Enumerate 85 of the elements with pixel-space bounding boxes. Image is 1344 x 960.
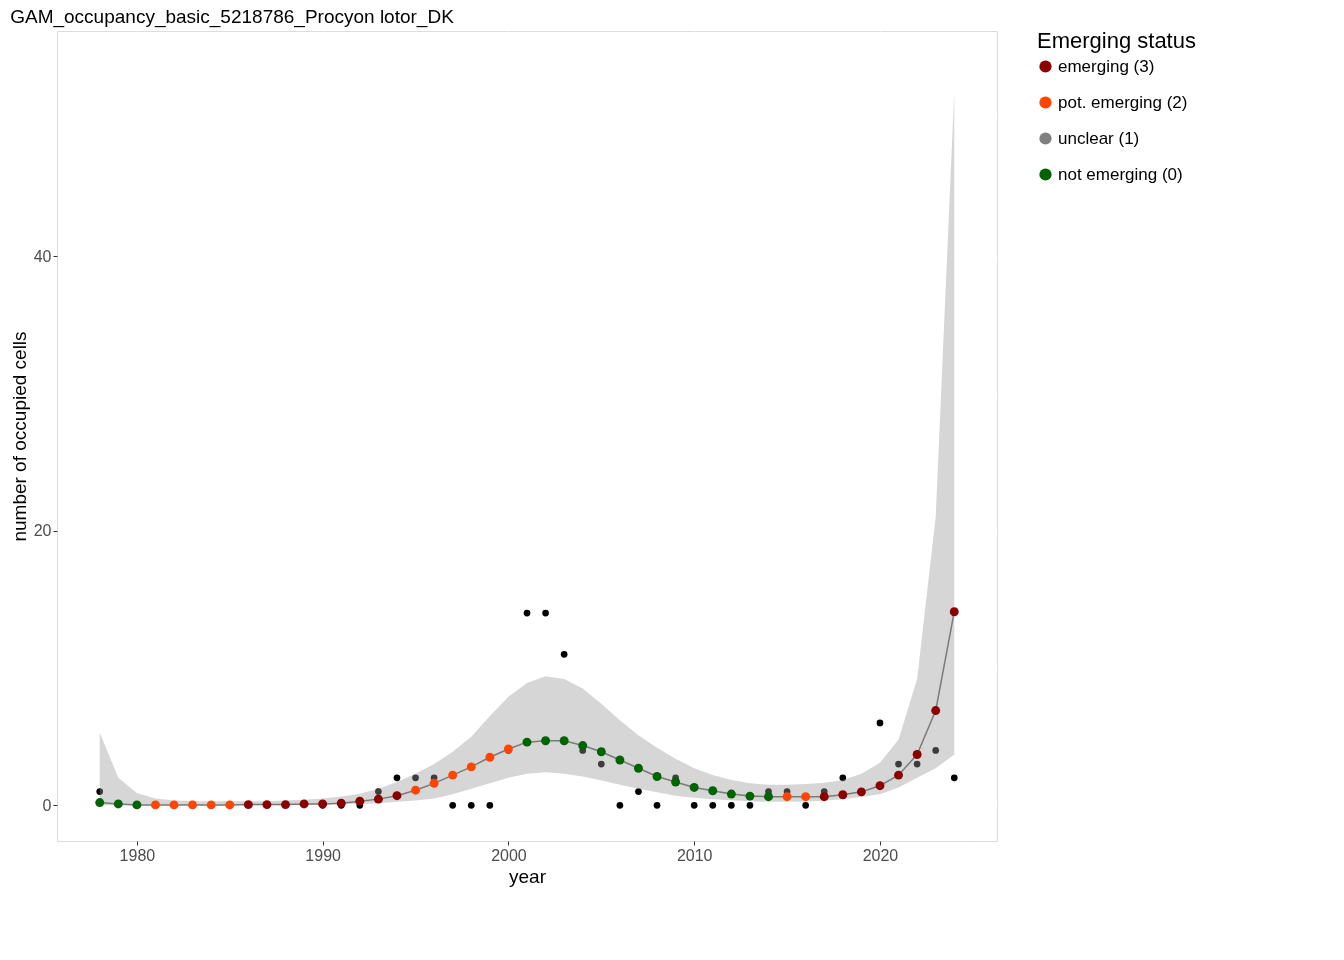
point [113,799,123,809]
x-tick-label: 2010 [676,846,713,864]
x-tick-label: 1980 [119,846,156,864]
y-tick-label: 40 [33,247,52,265]
point [596,747,606,757]
point [950,774,958,782]
x-tick-label: 2000 [491,846,527,864]
point [393,774,401,782]
point [912,750,922,759]
y-tick-label: 0 [42,796,52,814]
point [689,782,699,792]
point [523,609,531,617]
point [560,650,568,658]
point [727,801,735,809]
point [746,801,754,809]
point [541,736,551,746]
point [597,760,605,768]
point [838,790,848,800]
point [690,801,698,809]
point [802,801,810,809]
point [652,772,662,781]
point [709,801,717,809]
legend-label: not emerging (0) [1058,164,1183,184]
y-tick-label: 20 [33,522,52,540]
point [262,800,272,810]
y-axis-title: number of occupied cells [8,331,30,542]
point [653,801,661,809]
point [876,719,884,727]
point [542,609,549,617]
point [225,800,235,810]
point [913,760,921,768]
point [801,792,811,802]
point [894,770,904,780]
point [95,798,105,808]
point [875,781,885,791]
point [895,760,902,768]
point [932,747,940,754]
point [411,785,421,795]
point [449,801,457,809]
point [633,763,643,773]
point [559,736,569,746]
point [949,607,959,617]
point [782,792,792,802]
point [931,706,941,716]
point [373,794,383,804]
legend-title: Emerging status [1037,28,1196,53]
point [206,800,216,810]
point [615,755,625,765]
x-tick-label: 1990 [305,846,342,864]
legend-label: emerging (3) [1058,56,1155,76]
legend-label: pot. emerging (2) [1058,92,1188,112]
point [375,788,382,795]
point [281,800,290,810]
point [578,741,588,751]
point [764,792,773,802]
point [856,787,866,797]
point [150,800,160,810]
point [635,788,642,795]
point [392,791,402,801]
point [355,796,365,806]
point [169,800,179,810]
point [429,778,439,788]
point [132,800,142,810]
point [188,800,198,810]
point [839,774,847,782]
point [412,774,419,782]
point [467,801,475,809]
point [466,762,476,772]
point [671,777,681,787]
point [485,752,495,762]
point [819,792,829,802]
point [448,770,458,780]
point [726,789,736,799]
point [522,737,532,747]
point [486,801,494,809]
point [745,791,755,801]
point [616,801,624,809]
point [299,799,309,809]
x-axis-title: year [509,865,547,887]
x-tick-label: 2020 [862,846,899,864]
point [243,800,253,810]
point [96,788,104,795]
chart-title: GAM_occupancy_basic_5218786_Procyon lotor_DK [10,6,455,28]
legend-label: unclear (1) [1058,128,1140,148]
point [708,786,718,796]
